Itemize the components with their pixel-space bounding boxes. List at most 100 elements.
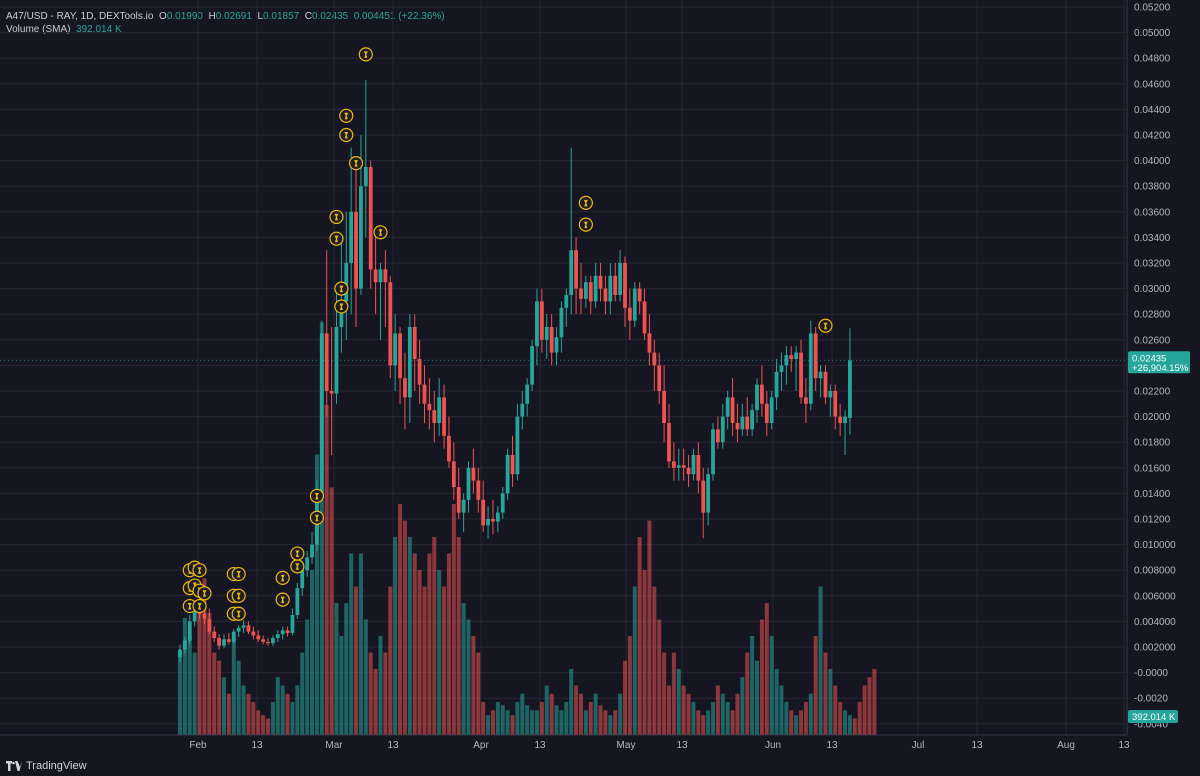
candle-body [539,301,544,340]
volume-bar [334,603,339,735]
candle-body [706,474,711,513]
x-tick-label: Jun [765,740,781,751]
volume-bar [652,586,657,735]
volume-bar [275,677,280,735]
candle-body [378,269,383,283]
volume-bar [676,669,681,735]
candle-body [354,211,358,289]
volume-bar [222,677,227,735]
candle-body [720,416,725,443]
event-marker-icon [578,195,593,210]
candle-body [608,275,613,302]
volume-bar [486,715,491,735]
volume-bar [759,619,764,735]
y-tick-label: 0.01400 [1134,489,1171,500]
volume-bar [745,652,750,735]
volume-bar [647,520,652,735]
high-label: H [208,11,216,22]
candle-body [554,337,559,353]
candle-body [828,391,833,398]
volume-bar [461,603,466,735]
candle-body [515,416,520,475]
marker-glyph [202,590,207,597]
candle-body [285,630,290,633]
candle-body [383,269,388,283]
candle-body [671,461,676,468]
volume-bar [593,693,598,735]
volume-bar [393,537,398,735]
candle-body [564,295,569,308]
candle-body [755,384,759,411]
candle-body [740,416,745,430]
volume-bar [178,650,182,735]
volume-bar [324,405,329,735]
volume-bar [466,619,471,735]
candle-body [750,410,755,430]
candle-body [676,465,681,468]
marker-glyph [314,514,319,522]
volume-bar [427,553,432,735]
volume-bar [784,702,789,735]
volume-bar [544,685,549,735]
x-tick-label: 13 [1118,740,1130,751]
volume-bar [310,570,315,735]
candle-body [823,371,828,398]
volume-bar [422,586,427,735]
candle-body [432,410,437,423]
event-marker-icon [329,209,344,225]
volume-bar [764,603,769,735]
candle-body [491,519,495,522]
volume-bar [437,570,442,735]
marker-glyph [344,132,349,139]
tradingview-footer[interactable]: TradingView [6,760,87,772]
volume-label[interactable]: Volume (SMA) [6,24,71,35]
candle-body [789,355,794,359]
event-marker-icon [309,488,325,504]
volume-bar [187,636,192,735]
y-tick-label: -0.0040 [1134,719,1168,730]
candle-body [760,384,764,404]
x-tick-label: 13 [251,740,263,751]
volume-bar [706,710,711,735]
x-tick-label: 13 [534,740,546,751]
volume-bar [574,685,579,735]
volume-bar [823,652,828,735]
candle-body [764,403,769,423]
price-badge: 0.02435+26,904.15% [1128,351,1190,374]
x-tick-label: Feb [189,740,207,751]
volume-bar [256,710,261,735]
y-tick-label: 0.008000 [1134,566,1176,577]
volume-bar [569,669,574,735]
volume-bar [530,710,535,735]
volume-bar [818,586,823,735]
event-markers [182,47,833,621]
symbol-title[interactable]: A47/USD - RAY, 1D, DEXTools.io [6,11,154,22]
change-value: 0.004451 (+22.36%) [353,11,445,22]
candle-body [559,307,564,338]
candle-body [388,282,393,366]
candle-body [569,250,574,295]
close-label: C [304,11,312,22]
y-tick-label: 0.010000 [1134,540,1176,551]
volume-bar [667,685,671,735]
candle-body [745,416,750,430]
volume-bar [750,636,755,735]
y-tick-label: 0.01200 [1134,515,1171,526]
candle-body [447,435,451,462]
candle-body [510,455,515,475]
volume-bar [305,619,310,735]
marker-glyph [295,550,300,558]
candle-body [178,649,182,658]
candle-body [838,416,843,423]
event-marker-icon [358,47,373,62]
candle-body [833,391,838,417]
marker-glyph [823,322,828,330]
y-tick-label: 0.05200 [1134,3,1171,14]
candle-body [637,288,642,302]
volume-bar [808,693,813,735]
y-tick-label: -0.0020 [1134,694,1168,705]
marker-glyph [339,285,344,293]
volume-badge: 392.014 K [1128,710,1178,723]
x-tick-label: May [617,740,636,751]
